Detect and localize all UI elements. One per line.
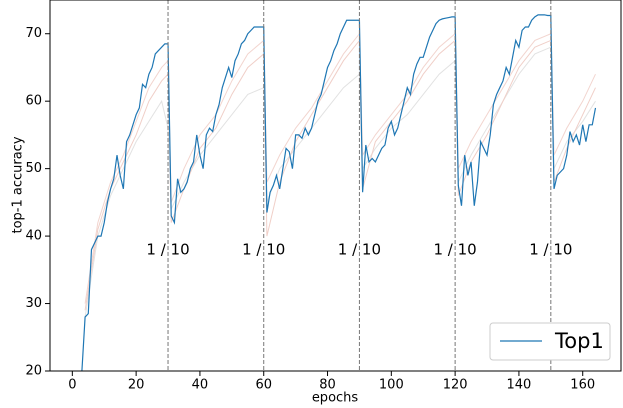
- x-tick-label: 100: [379, 378, 404, 393]
- x-tick-label: 20: [128, 378, 145, 393]
- y-tick-label: 70: [25, 26, 42, 41]
- legend-box: [489, 322, 611, 361]
- data-line: [81, 14, 597, 372]
- annotation-label: 1 / 10: [338, 241, 381, 259]
- plot-frame: [49, 0, 622, 372]
- annotation-label: 1 / 10: [146, 241, 189, 259]
- legend-label: Top1: [554, 329, 604, 353]
- annotation-label: 1 / 10: [242, 241, 285, 259]
- annotation-label: 1 / 10: [529, 241, 572, 259]
- x-tick-label: 140: [507, 378, 532, 393]
- y-tick-label: 20: [25, 364, 42, 379]
- background-line: [84, 46, 596, 318]
- y-tick-label: 40: [25, 229, 42, 244]
- background-line: [84, 39, 596, 311]
- y-tick-label: 50: [25, 161, 42, 176]
- y-tick-label: 60: [25, 94, 42, 109]
- x-axis-label: epochs: [312, 391, 359, 406]
- x-tick-label: 80: [319, 378, 336, 393]
- y-axis-label: top-1 accuracy: [11, 136, 26, 233]
- x-tick-label: 40: [192, 378, 209, 393]
- x-tick-label: 160: [570, 378, 595, 393]
- x-tick-label: 0: [68, 378, 76, 393]
- x-tick-label: 120: [443, 378, 468, 393]
- background-line: [84, 32, 596, 304]
- y-tick-label: 30: [25, 296, 42, 311]
- annotation-label: 1 / 10: [434, 241, 477, 259]
- x-tick-label: 60: [255, 378, 272, 393]
